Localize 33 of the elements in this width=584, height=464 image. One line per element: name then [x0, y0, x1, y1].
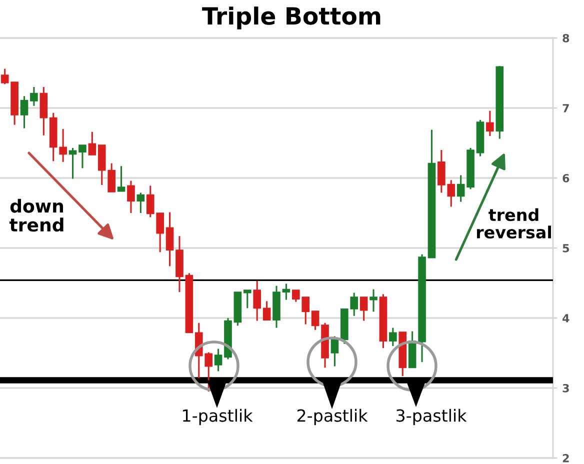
candlestick — [243, 289, 252, 309]
chart-title: Triple Bottom — [202, 6, 380, 30]
candlestick — [20, 95, 28, 130]
candlestick — [389, 327, 397, 347]
annotation: 2-pastlik — [297, 408, 368, 426]
candlestick — [360, 296, 368, 322]
y-tick-label: 5 — [562, 244, 569, 252]
y-tick-label: 3 — [562, 384, 569, 392]
candlestick — [456, 174, 465, 203]
candlestick — [166, 212, 174, 267]
candlestick — [486, 110, 494, 137]
y-tick-label: 4 — [562, 314, 570, 322]
candlestick — [30, 86, 38, 107]
candlestick — [370, 288, 378, 312]
candlestick — [136, 192, 145, 214]
y-tick-label: 8 — [562, 34, 570, 42]
candlestick — [282, 282, 290, 301]
candlestick — [311, 310, 320, 331]
candlestick — [117, 165, 126, 192]
candlestick — [78, 144, 86, 169]
y-tick-label: 6 — [562, 174, 570, 182]
candlestick — [88, 131, 96, 156]
y-tick-label: 7 — [562, 104, 569, 112]
candlestick — [68, 147, 77, 180]
candlestick — [214, 348, 222, 372]
y-tick-label: 2 — [562, 454, 569, 462]
annotation: down trend — [9, 198, 64, 232]
candlestick — [262, 300, 271, 321]
annotation: 1-pastlik — [183, 408, 253, 426]
annotation: trend reversal — [477, 208, 551, 239]
candlestick — [253, 280, 262, 322]
annotation: 3-pastlik — [396, 408, 467, 426]
candlestick — [127, 180, 135, 214]
